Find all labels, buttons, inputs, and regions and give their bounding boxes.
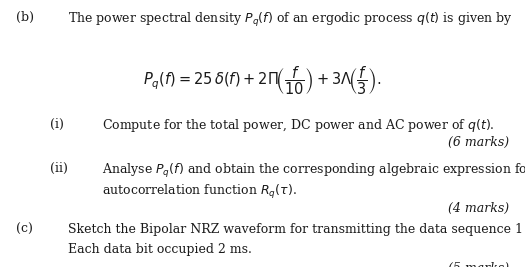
Text: Analyse $P_q(f)$ and obtain the corresponding algebraic expression for the: Analyse $P_q(f)$ and obtain the correspo… — [102, 162, 525, 179]
Text: (4 marks): (4 marks) — [448, 202, 509, 215]
Text: autocorrelation function $R_q(\tau)$.: autocorrelation function $R_q(\tau)$. — [102, 183, 297, 201]
Text: $P_q(f) = 25\,\delta(f) + 2\Pi\!\left(\dfrac{f}{10}\right) + 3\Lambda\!\left(\df: $P_q(f) = 25\,\delta(f) + 2\Pi\!\left(\d… — [143, 64, 382, 97]
Text: (i): (i) — [50, 117, 64, 131]
Text: The power spectral density $P_q(f)$ of an ergodic process $q(t)$ is given by: The power spectral density $P_q(f)$ of a… — [68, 11, 513, 29]
Text: (5 marks): (5 marks) — [448, 262, 509, 267]
Text: (b): (b) — [16, 11, 34, 24]
Text: (c): (c) — [16, 223, 33, 236]
Text: Sketch the Bipolar NRZ waveform for transmitting the data sequence 1 0 1 1 0.: Sketch the Bipolar NRZ waveform for tran… — [68, 223, 525, 236]
Text: Each data bit occupied 2 ms.: Each data bit occupied 2 ms. — [68, 243, 252, 256]
Text: Compute for the total power, DC power and AC power of $q(t)$.: Compute for the total power, DC power an… — [102, 117, 495, 135]
Text: (ii): (ii) — [50, 162, 68, 175]
Text: (6 marks): (6 marks) — [448, 136, 509, 149]
